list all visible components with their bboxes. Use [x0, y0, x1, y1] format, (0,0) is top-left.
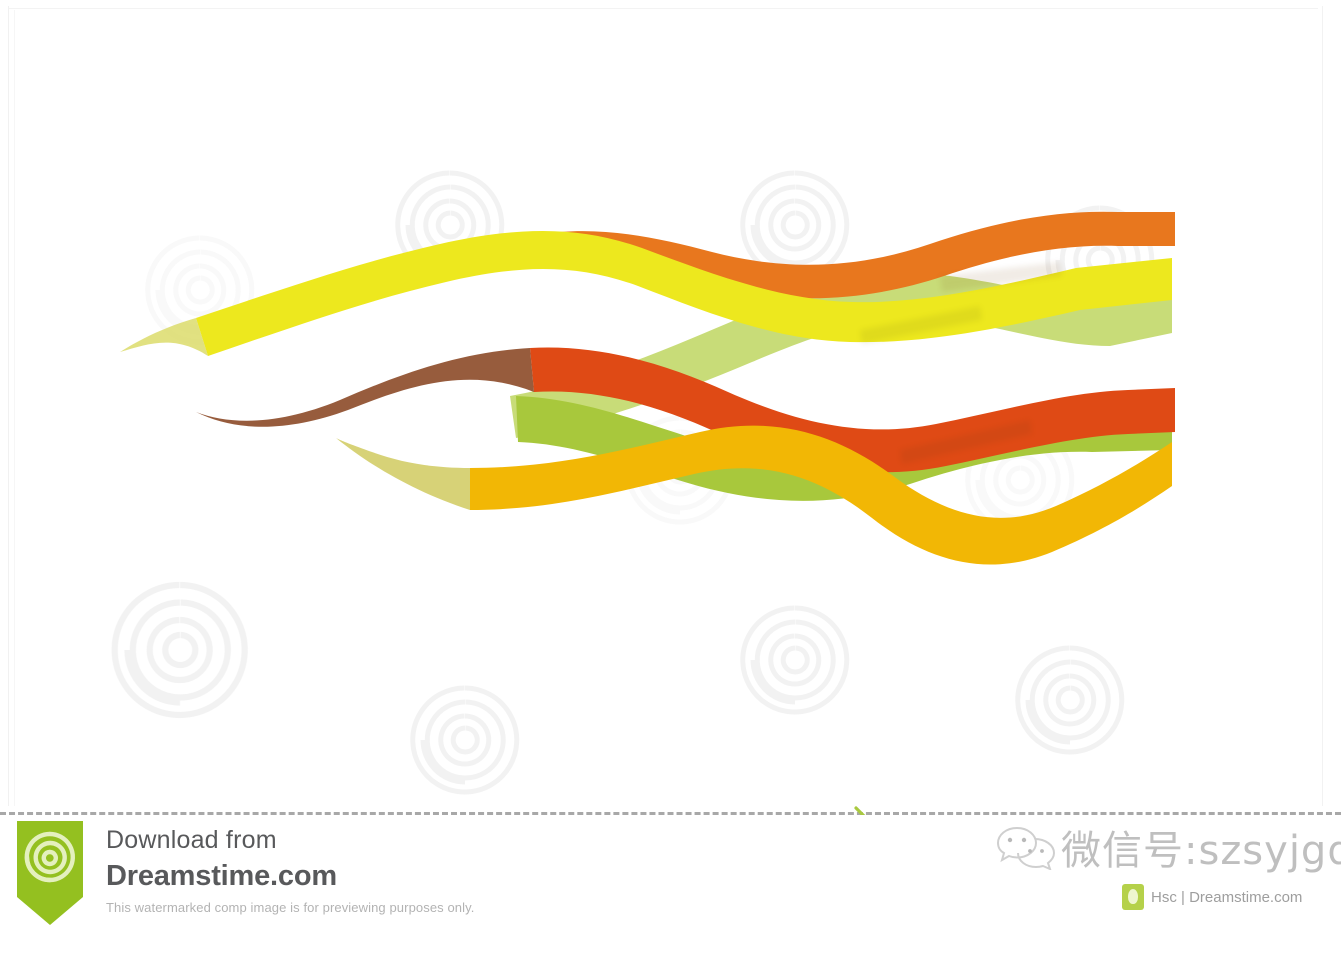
dreamstime-footer: Download from Dreamstime.com This waterm… [0, 815, 1341, 969]
wechat-overlay: 微信号:szsyjgd [995, 818, 1341, 878]
frame-edge-left-inner [14, 10, 15, 806]
download-from-label: Download from [106, 826, 277, 854]
watermark-note: This watermarked comp image is for previ… [106, 900, 475, 915]
wave-artwork [0, 0, 1175, 812]
dreamstime-brand: Dreamstime.com [106, 860, 337, 892]
ribbon-overlap-shadows [860, 262, 1062, 464]
dreamstime-spiral-logo [17, 821, 83, 925]
golden-yellow-ribbon [336, 425, 1172, 565]
frame-edge-top [8, 8, 1318, 9]
frame-edge-left [8, 6, 9, 806]
image-credit: Hsc | Dreamstime.com [1122, 884, 1302, 910]
dashed-cut-line [0, 812, 1341, 815]
dreamstime-badge-icon [1122, 884, 1144, 910]
frame-edge-right [1322, 6, 1323, 806]
wechat-icon [995, 822, 1057, 871]
credit-text: Hsc | Dreamstime.com [1151, 888, 1303, 906]
dreamstime-wordmark: Download from Dreamstime.com This waterm… [106, 825, 474, 915]
red-orange-ribbon [196, 347, 1175, 473]
wechat-handle: 微信号:szsyjgd [1061, 828, 1341, 874]
